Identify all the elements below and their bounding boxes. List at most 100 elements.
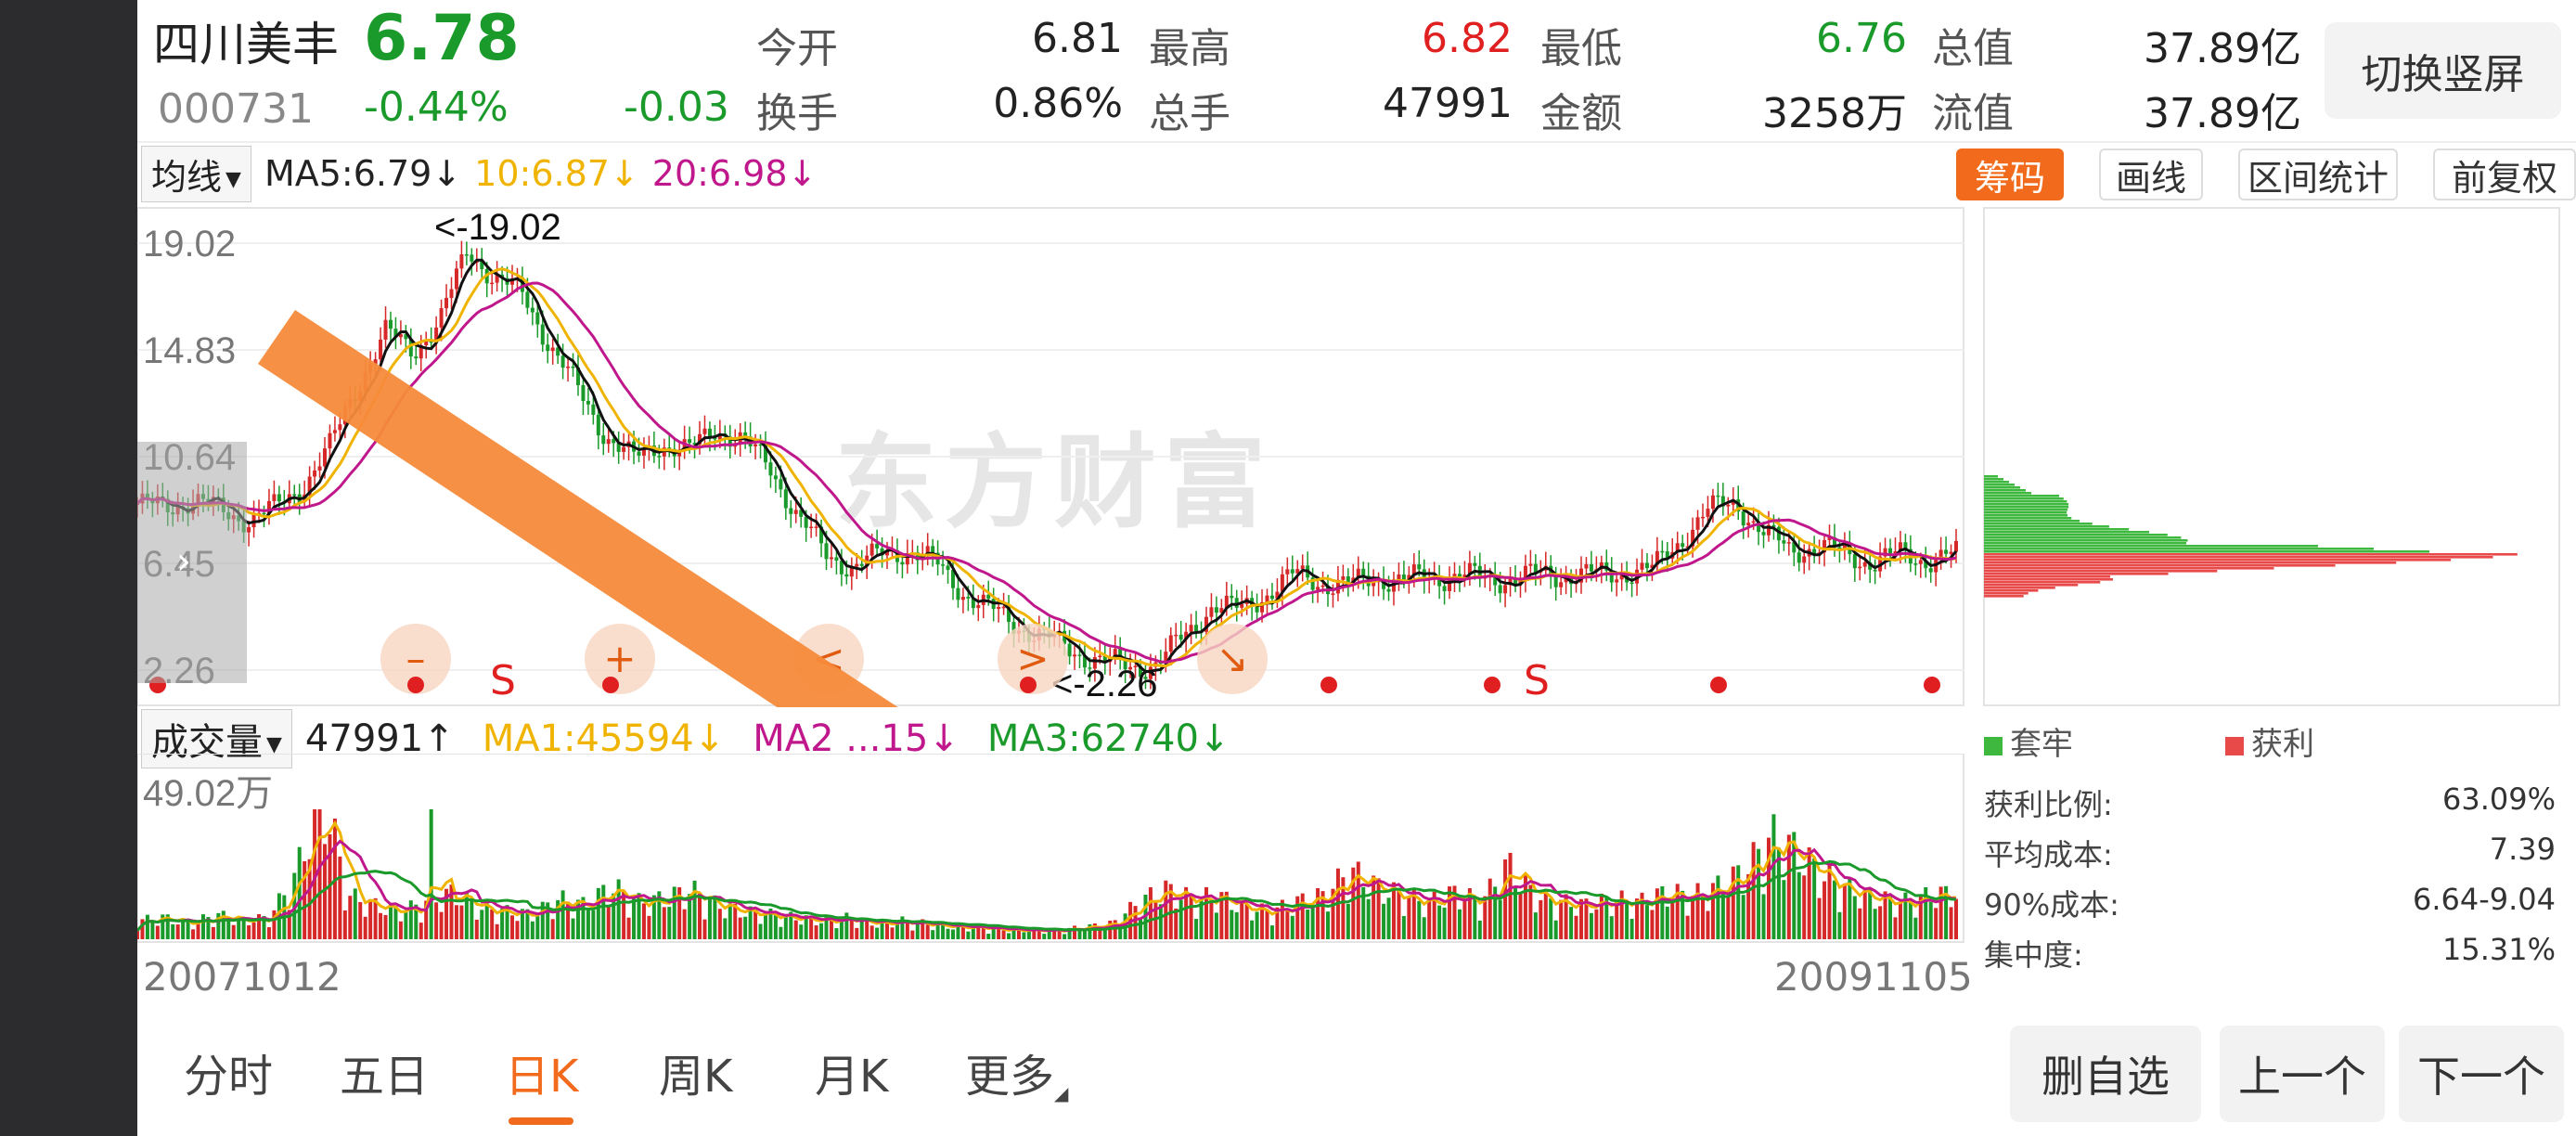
volume-selector-dropdown[interactable]: 成交量 ▼	[141, 709, 292, 768]
tab-more[interactable]: 更多◢	[965, 1039, 1068, 1104]
candle-body	[1214, 607, 1218, 613]
candle-body	[1316, 587, 1320, 590]
volume-bar	[1224, 891, 1229, 939]
candle-body	[1295, 569, 1300, 574]
candle-body	[601, 435, 606, 445]
candle-body	[1331, 593, 1335, 595]
tab-five-day[interactable]: 五日	[340, 1051, 430, 1103]
volume-bar	[783, 914, 788, 939]
range-stats-button[interactable]: 区间统计	[2238, 148, 2398, 200]
volume-bar	[429, 809, 433, 939]
remove-watchlist-button[interactable]: 删自选	[2010, 1026, 2201, 1122]
signal-bubble	[1197, 624, 1268, 694]
volume-bar	[997, 926, 1001, 939]
volume-bar	[266, 927, 271, 939]
volume-bar	[140, 919, 145, 939]
ma20-arrow-icon: ↓	[787, 153, 818, 194]
tab-intraday[interactable]: 分时	[184, 1051, 274, 1103]
candle-body	[1386, 588, 1391, 592]
ma5-arrow-icon: ↓	[431, 153, 462, 194]
forward-adjust-button[interactable]: 前复权	[2433, 148, 2576, 200]
volume-bar	[768, 908, 773, 939]
volume-bar	[941, 923, 946, 939]
volume-bar	[981, 926, 985, 939]
candle-body	[464, 254, 469, 256]
volume-bar	[1543, 888, 1548, 939]
candle-body	[819, 526, 824, 544]
volume-bar	[1862, 887, 1867, 939]
volume-bar	[1786, 834, 1791, 939]
draw-line-button[interactable]: 画线	[2099, 148, 2203, 200]
candle-body	[1194, 625, 1199, 632]
tab-daily-k[interactable]: 日K	[505, 1051, 579, 1103]
volume-bar	[575, 899, 580, 939]
stock-name: 四川美丰	[153, 18, 339, 71]
candle-body	[1655, 550, 1659, 565]
caret-down-icon: ▼	[266, 732, 282, 756]
candle-body	[1407, 574, 1411, 580]
candle-body	[692, 443, 697, 445]
chip-bar	[1984, 550, 2429, 553]
volume-bar	[480, 910, 484, 939]
tab-monthly-k[interactable]: 月K	[815, 1051, 889, 1103]
volume-bar	[1184, 886, 1189, 939]
volume-chart[interactable]: 49.02万	[137, 754, 1965, 944]
tab-weekly-k[interactable]: 周K	[659, 1051, 733, 1103]
candle-body	[915, 552, 920, 561]
chip-bar	[1984, 517, 2072, 520]
chip-bar	[1984, 528, 2130, 531]
candle-body	[1949, 551, 1953, 554]
volume-bar	[717, 909, 722, 939]
ma-selector-dropdown[interactable]: 均线 ▼	[141, 145, 251, 202]
switch-portrait-button[interactable]: 切换竖屏	[2325, 22, 2561, 119]
volume-bar	[1411, 888, 1416, 939]
volume-bar	[338, 856, 342, 939]
volume-bar	[1823, 881, 1827, 939]
volume-bar	[353, 888, 357, 939]
volume-bar	[1088, 923, 1092, 939]
candle-body	[1118, 649, 1123, 658]
range-slider-handle[interactable]	[137, 442, 247, 683]
volume-bar	[560, 890, 565, 939]
ma20-line	[137, 281, 1957, 665]
volume-bar	[470, 898, 474, 939]
volume-bar	[414, 904, 419, 939]
candle-body	[1842, 544, 1847, 549]
candle-body	[571, 366, 575, 368]
volume-bar	[505, 905, 509, 939]
candle-body	[1320, 585, 1325, 587]
previous-stock-button[interactable]: 上一个	[2220, 1026, 2385, 1122]
candle-body	[272, 494, 277, 501]
volume-bar	[1022, 932, 1026, 939]
volume-bar	[632, 898, 637, 939]
chip-distribution-button[interactable]: 筹码	[1956, 148, 2064, 200]
candle-body	[1346, 576, 1350, 583]
volume-bar	[1681, 890, 1685, 939]
candle-body	[1102, 655, 1107, 663]
candle-body	[698, 433, 702, 445]
volume-bar	[1625, 900, 1629, 939]
candle-body	[1776, 526, 1781, 541]
volume-bar	[1032, 927, 1037, 939]
volume-bar	[1356, 861, 1360, 939]
ma10-arrow-icon: ↓	[609, 153, 639, 194]
volume-bar	[692, 880, 697, 939]
candle-body	[1823, 539, 1827, 553]
volume-bar	[921, 919, 925, 939]
volume-bar	[1391, 882, 1396, 939]
volume-bar	[1848, 877, 1852, 939]
volume-bar	[186, 921, 190, 939]
next-stock-button[interactable]: 下一个	[2399, 1026, 2564, 1122]
volume-bar	[408, 900, 413, 939]
signal-symbol: ↘	[1216, 636, 1248, 681]
volume-bar	[398, 921, 403, 939]
quote-value-total-hands: 47991	[1383, 80, 1513, 127]
chip-bar	[1984, 523, 2093, 525]
candle-body	[1179, 634, 1183, 640]
candle-body	[520, 277, 524, 292]
volume-bar	[1310, 905, 1315, 939]
candle-body	[1726, 504, 1731, 507]
candle-body	[530, 307, 535, 313]
ma-selector-label: 均线	[151, 156, 223, 198]
